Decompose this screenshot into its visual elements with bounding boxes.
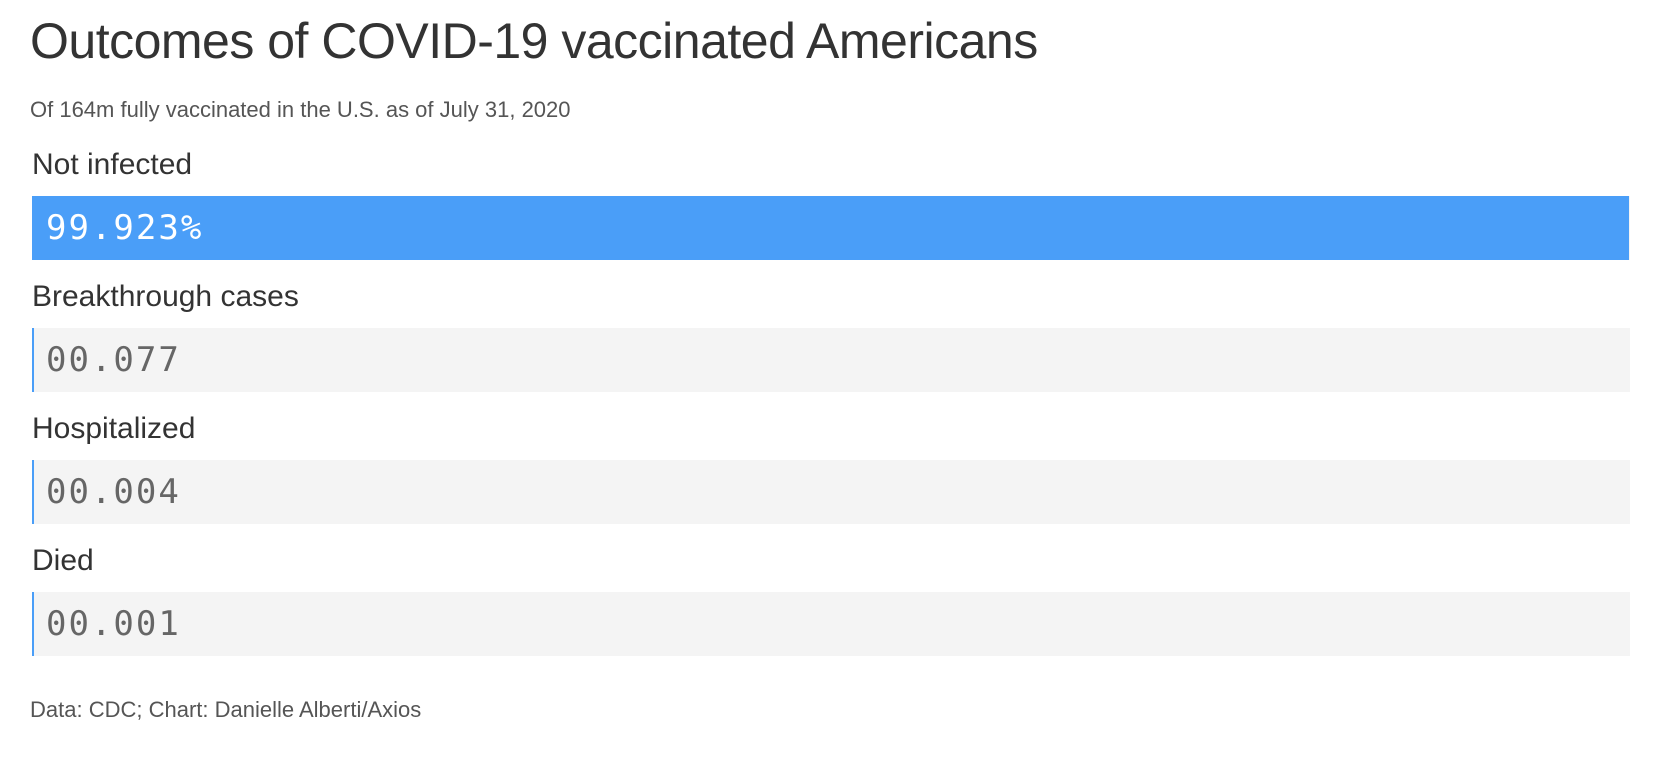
bar-fill [32,196,1629,260]
bar-value-label: 00.004 [46,472,181,512]
bar-row: Hospitalized 00.004 [32,412,1630,544]
bar-label: Died [32,544,94,577]
bar-value-label: 00.077 [46,340,181,380]
bar-track: 99.923% [32,196,1630,260]
bar-track: 00.004 [32,460,1630,524]
chart-title: Outcomes of COVID-19 vaccinated American… [30,13,1038,69]
bar-row: Not infected 99.923% [32,148,1630,280]
bar-fill [32,328,34,392]
bar-value-label: 00.001 [46,604,181,644]
bar-fill [32,592,34,656]
bar-track: 00.001 [32,592,1630,656]
bar-value-label: 99.923% [46,208,204,248]
bar-label: Not infected [32,148,193,181]
bar-label: Breakthrough cases [32,280,299,313]
chart-subtitle: Of 164m fully vaccinated in the U.S. as … [30,97,571,122]
bar-row: Died 00.001 [32,544,1630,676]
bar-rows: Not infected 99.923% Breakthrough cases … [32,148,1630,676]
bar-fill [32,460,34,524]
chart-source: Data: CDC; Chart: Danielle Alberti/Axios [30,697,422,722]
bar-row: Breakthrough cases 00.077 [32,280,1630,412]
bar-label: Hospitalized [32,412,196,445]
bar-track: 00.077 [32,328,1630,392]
